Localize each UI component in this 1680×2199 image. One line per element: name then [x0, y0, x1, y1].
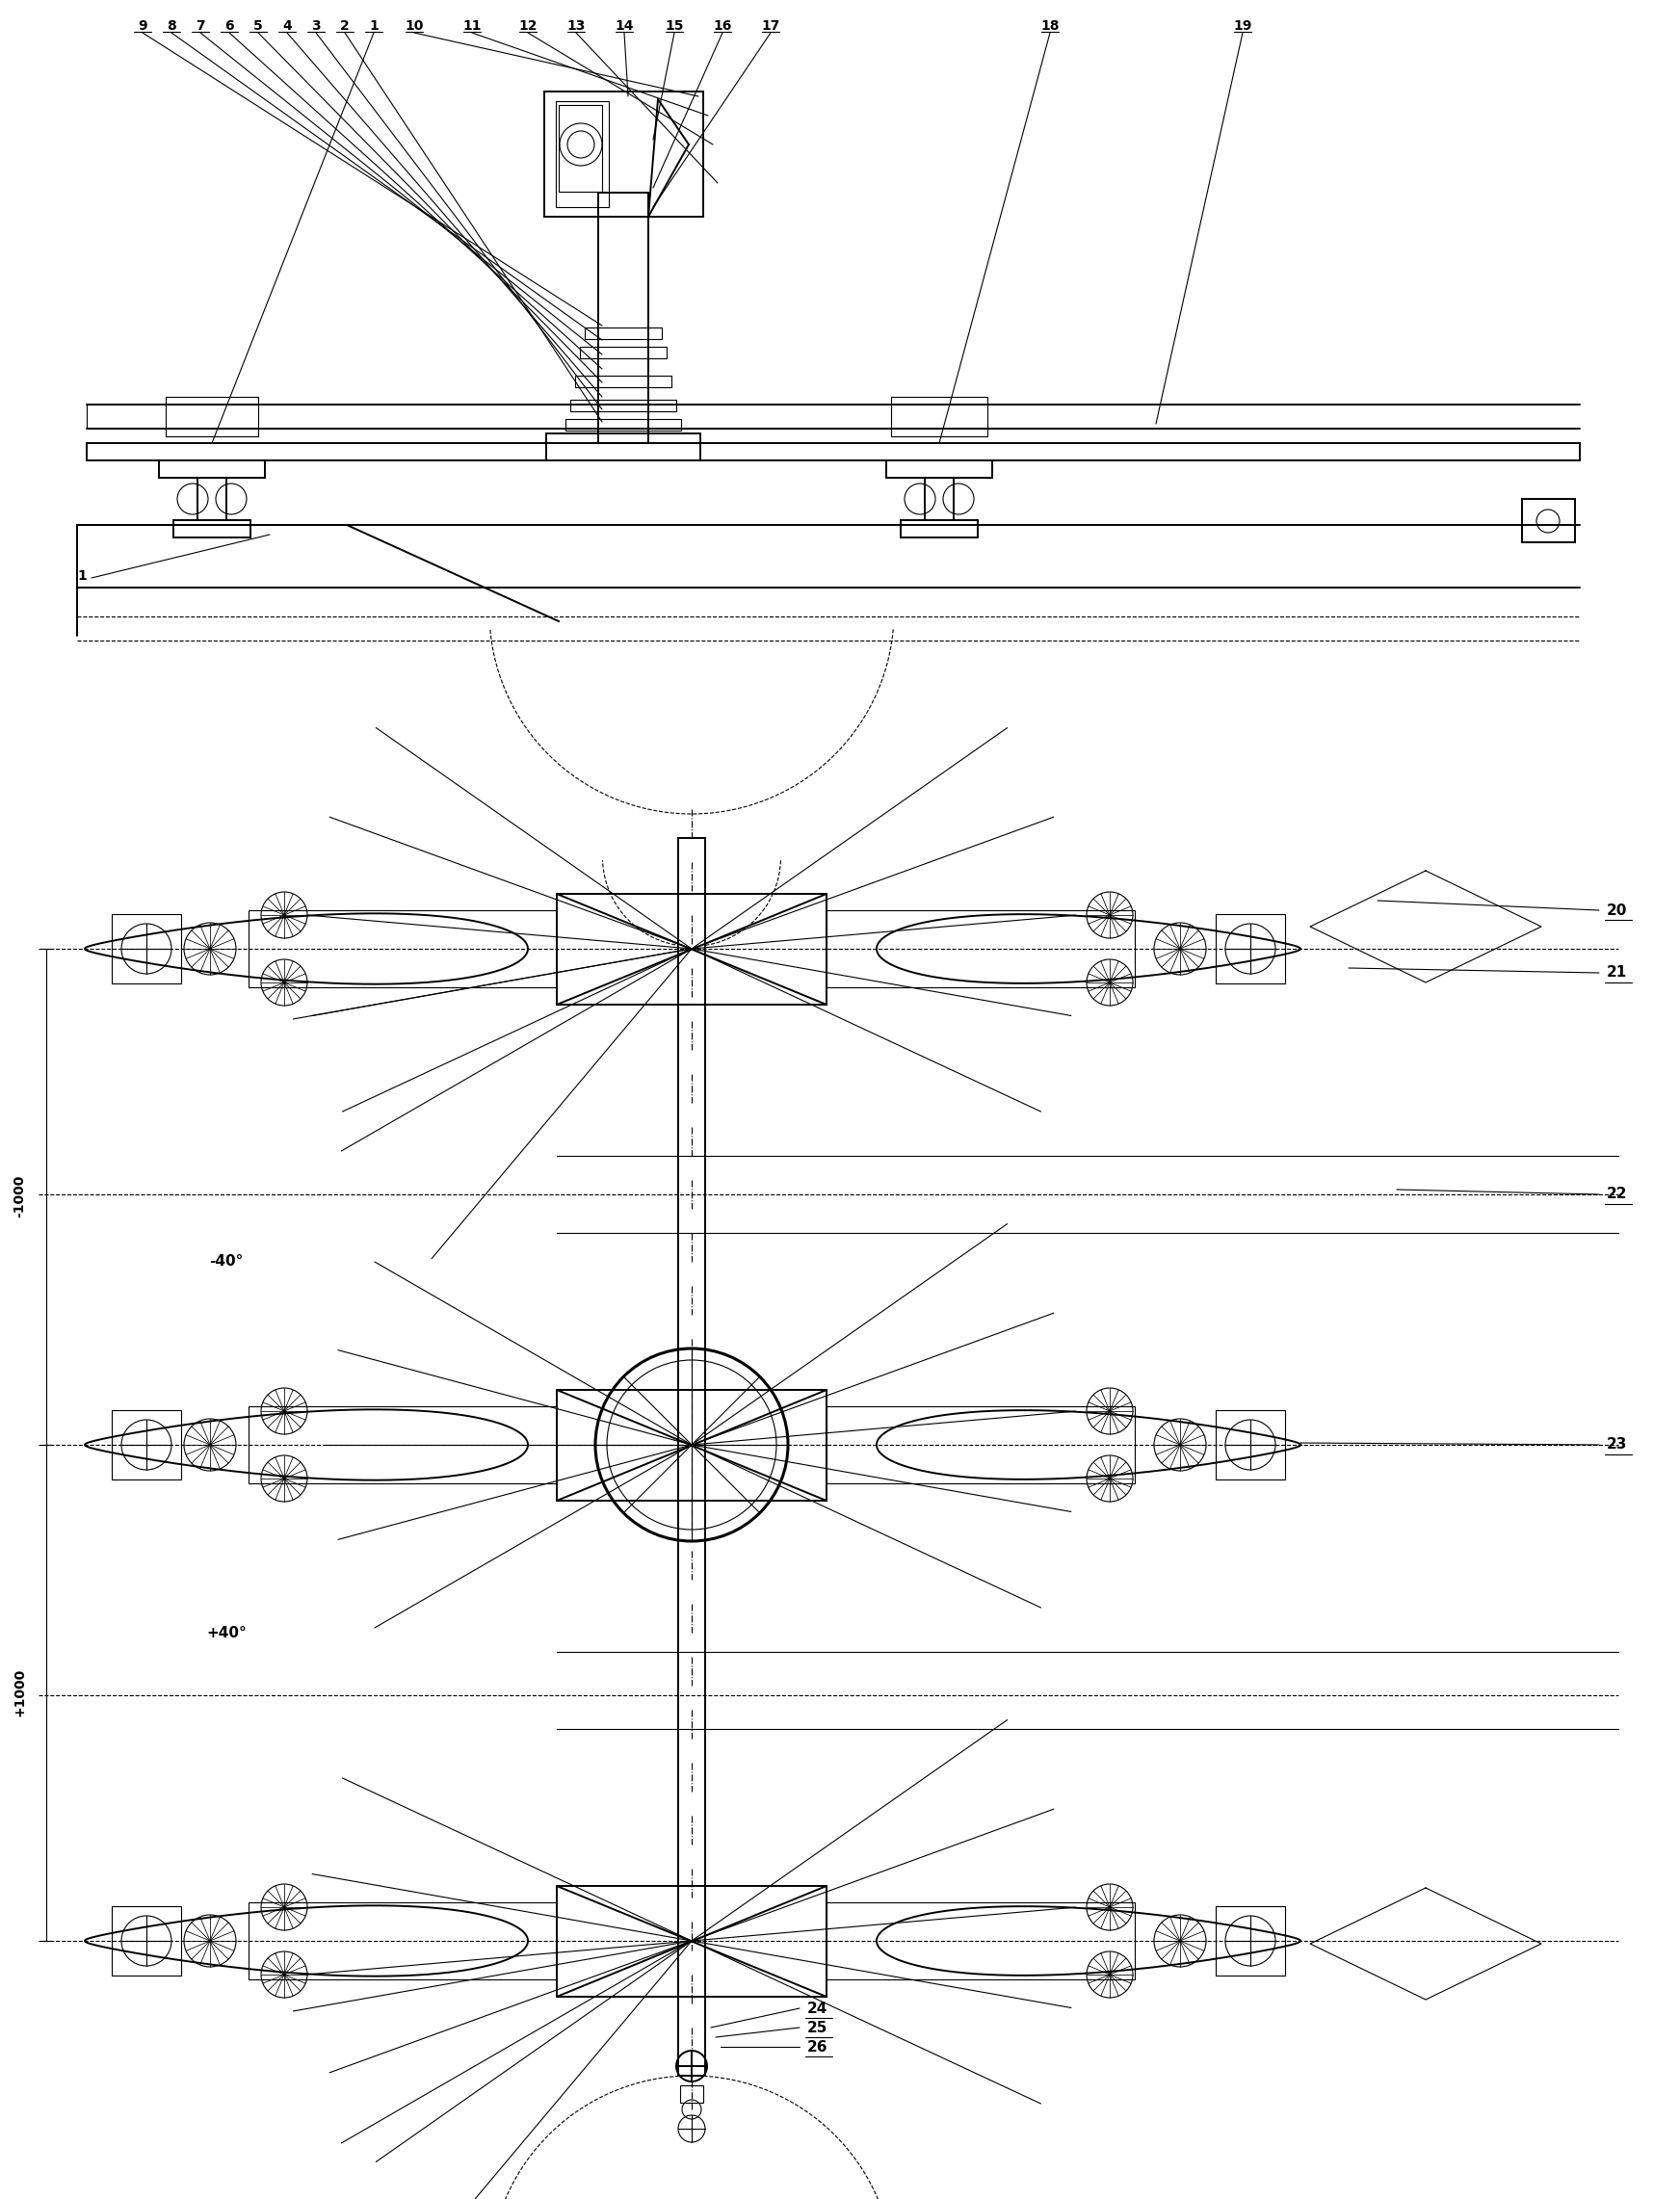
Text: 18: 18	[1040, 20, 1060, 33]
Text: 2: 2	[339, 20, 349, 33]
Bar	[166, 396, 259, 435]
Bar	[556, 101, 608, 207]
Bar	[546, 433, 701, 460]
Text: 16: 16	[712, 20, 732, 33]
Bar	[113, 1907, 181, 1975]
Text: 9: 9	[138, 20, 148, 33]
Bar	[559, 106, 601, 191]
Text: 25: 25	[808, 2021, 828, 2034]
Bar	[1522, 499, 1574, 543]
Text: -40°: -40°	[210, 1256, 244, 1269]
Bar	[1216, 1907, 1285, 1975]
Bar	[249, 1902, 556, 1979]
Text: 10: 10	[405, 20, 423, 33]
Text: 22: 22	[1606, 1187, 1628, 1201]
Bar	[890, 396, 988, 435]
Bar	[1216, 915, 1285, 983]
Bar	[575, 376, 672, 387]
Text: 4: 4	[282, 20, 292, 33]
Bar	[1216, 1410, 1285, 1480]
Bar	[249, 1407, 556, 1484]
Text: 7: 7	[197, 20, 205, 33]
Bar	[544, 92, 704, 218]
Bar	[827, 1407, 1134, 1484]
Text: 8: 8	[166, 20, 176, 33]
Text: 23: 23	[1606, 1438, 1628, 1451]
Text: 17: 17	[761, 20, 780, 33]
Bar	[887, 460, 993, 477]
Bar	[173, 521, 250, 537]
Text: 11: 11	[462, 20, 482, 33]
Bar	[113, 915, 181, 983]
Bar	[900, 521, 978, 537]
Text: +1000: +1000	[12, 1669, 25, 1717]
Text: 21: 21	[1606, 965, 1628, 981]
Bar	[556, 1887, 827, 1997]
Text: 1: 1	[77, 570, 87, 583]
Text: 24: 24	[808, 2001, 828, 2016]
Bar	[249, 910, 556, 987]
Bar	[680, 2085, 704, 2102]
Bar	[570, 400, 677, 411]
Bar	[679, 838, 706, 2076]
Bar	[113, 1410, 181, 1480]
Text: 20: 20	[1606, 904, 1628, 917]
Text: 12: 12	[519, 20, 538, 33]
Text: 1: 1	[370, 20, 378, 33]
Text: 14: 14	[615, 20, 633, 33]
Bar	[580, 347, 667, 358]
Text: -1000: -1000	[12, 1174, 25, 1218]
Bar	[160, 460, 265, 477]
Bar	[827, 1902, 1134, 1979]
Bar	[556, 1390, 827, 1500]
Text: 15: 15	[665, 20, 684, 33]
Text: +40°: +40°	[207, 1625, 247, 1640]
Text: 5: 5	[254, 20, 262, 33]
Bar	[556, 893, 827, 1005]
Bar	[566, 420, 680, 431]
Text: 6: 6	[225, 20, 234, 33]
Text: 13: 13	[566, 20, 585, 33]
Text: 19: 19	[1233, 20, 1252, 33]
Bar	[585, 328, 662, 339]
Bar	[598, 194, 648, 442]
Text: 3: 3	[311, 20, 321, 33]
Text: 26: 26	[808, 2041, 828, 2054]
Bar	[827, 910, 1134, 987]
